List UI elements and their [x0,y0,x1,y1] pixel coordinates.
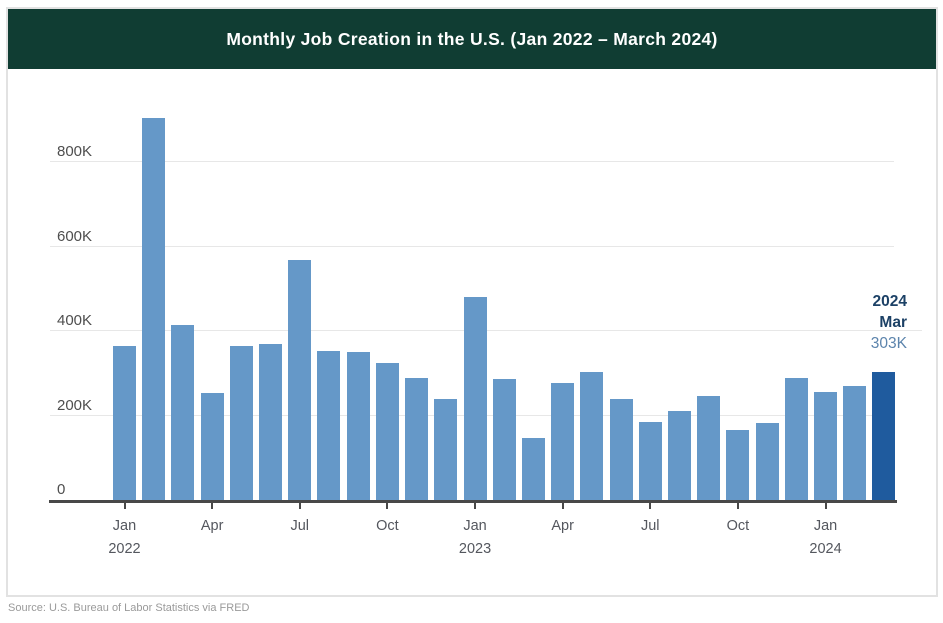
y-tick-label-200k: 200K [57,396,93,414]
bar-apr-2022 [200,392,224,500]
bar-may-2023 [580,372,604,500]
bar-sep-2023 [697,396,721,500]
bar-nov-2023 [755,423,779,500]
bar-mar-2022 [171,325,195,500]
x-tick-label-jan-2022: Jan 2022 [108,518,141,557]
bar-jan-2023 [463,296,487,500]
bar-sep-2022 [346,352,370,500]
bar-jun-2022 [259,343,283,500]
x-tick-apr [211,503,214,509]
y-tick-label-0: 0 [57,481,66,498]
x-tick-label-apr: Apr [200,518,224,534]
x-tick-label-jan-2024: Jan 2024 [809,518,842,557]
x-tick-oct [736,503,739,509]
bar-dec-2023 [784,377,808,500]
gridline-600k [50,245,894,247]
chart-header: Monthly Job Creation in the U.S. (Jan 20… [8,9,936,69]
bar-oct-2023 [726,430,750,500]
annotation-year: 2024 [872,293,907,310]
bar-feb-2022 [142,118,166,500]
chart-area: 0 200K 400K 600K 800K Jan 2022 Apr Jul Oct Jan 202… [8,69,936,595]
x-tick-oct [386,503,389,509]
x-tick-label-jan-2023: Jan 2023 [458,518,492,557]
bar-aug-2022 [317,351,341,500]
y-tick-label-400k: 400K [57,312,93,330]
x-tick-jan-2023 [474,503,477,509]
bar-apr-2023 [551,382,575,500]
bar-feb-2024 [843,386,867,500]
bar-dec-2022 [434,399,458,500]
x-axis-line [49,500,897,503]
x-tick-label-apr: Apr [551,518,574,534]
bar-may-2022 [229,346,253,500]
x-tick-jul [298,503,301,509]
chart-title: Monthly Job Creation in the U.S. (Jan 20… [226,28,718,49]
bar-jul-2022 [288,260,312,500]
bar-feb-2023 [492,378,516,500]
annotation-latest: 2024 Mar 303K [871,291,907,354]
gridline-800k [50,161,894,163]
annotation-value: 303K [870,335,907,352]
x-tick-apr [561,503,564,509]
y-tick-label-600k: 600K [57,227,93,245]
x-tick-label-jul: Jul [640,518,660,534]
annotation-month: Mar [879,314,907,331]
x-tick-label-oct: Oct [376,518,399,534]
chart-card: Monthly Job Creation in the U.S. (Jan 20… [6,7,938,597]
x-tick-jan-2022 [123,503,126,509]
bar-nov-2022 [405,377,429,500]
x-tick-label-jul: Jul [290,518,310,534]
x-tick-label-oct: Oct [726,518,750,534]
plot-area [50,99,922,500]
bar-jan-2022 [113,346,136,500]
bar-aug-2023 [667,411,691,500]
bar-jan-2024 [814,391,838,500]
bar-oct-2022 [375,363,399,500]
source-note: Source: U.S. Bureau of Labor Statistics … [8,602,250,614]
bar-mar-2023 [521,438,545,500]
x-tick-jan-2024 [824,503,827,509]
bar-jun-2023 [609,398,633,500]
x-tick-jul [649,503,652,509]
y-tick-label-800k: 800K [57,143,93,161]
bar-mar-2024 [872,372,896,500]
bar-jul-2023 [638,422,662,500]
